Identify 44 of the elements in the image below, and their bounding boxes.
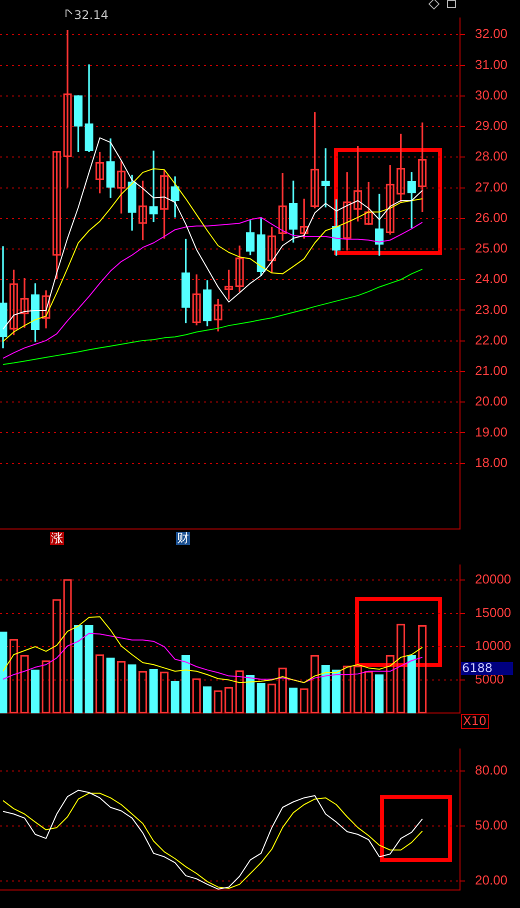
y-tick-label: 20.00 — [475, 872, 508, 888]
bar — [84, 625, 94, 714]
bar — [181, 654, 190, 714]
y-tick-label: 15000 — [475, 604, 512, 620]
y-tick-label: 29.00 — [475, 118, 508, 134]
bar — [375, 674, 384, 714]
bar — [332, 670, 341, 714]
y-tick-label: 19.00 — [475, 424, 508, 440]
y-tick-label: 20000 — [475, 572, 512, 587]
y-tick-label: 23.00 — [475, 302, 508, 317]
bar — [149, 668, 158, 714]
y-tick-label: 26.00 — [475, 210, 508, 225]
annotation: 32.14 — [73, 8, 110, 22]
text: X10 — [461, 714, 488, 729]
y-tick-label: 50.00 — [475, 818, 508, 833]
bar — [202, 686, 212, 714]
y-tick-label: 31.00 — [475, 56, 508, 72]
candlestick — [149, 150, 158, 222]
text: 涨 — [50, 531, 64, 545]
y-tick-label: 27.00 — [475, 179, 508, 194]
y-tick-label: 21.00 — [475, 363, 508, 378]
y-tick-label: 32.00 — [475, 26, 508, 42]
bar — [106, 658, 115, 714]
text: 财 — [176, 531, 190, 545]
text: 6188 — [461, 661, 513, 675]
y-tick-label: 25.00 — [475, 240, 508, 256]
bar — [170, 680, 180, 714]
y-tick-label: 20.00 — [475, 394, 508, 409]
y-tick-label: 80.00 — [475, 762, 508, 778]
bar — [256, 682, 266, 714]
y-tick-label: 28.00 — [475, 148, 508, 164]
bar — [128, 664, 136, 714]
bar — [246, 674, 255, 714]
y-tick-label: 24.00 — [475, 271, 508, 286]
bar — [407, 654, 416, 714]
bar — [0, 632, 8, 714]
y-tick-label: 30.00 — [475, 87, 508, 102]
y-tick-label: 22.00 — [475, 332, 508, 348]
y-tick-label: 10000 — [475, 638, 512, 654]
bar — [30, 670, 40, 714]
bar — [321, 664, 330, 714]
bar — [74, 625, 83, 714]
bar — [289, 688, 298, 714]
y-tick-label: 18.00 — [475, 454, 508, 470]
